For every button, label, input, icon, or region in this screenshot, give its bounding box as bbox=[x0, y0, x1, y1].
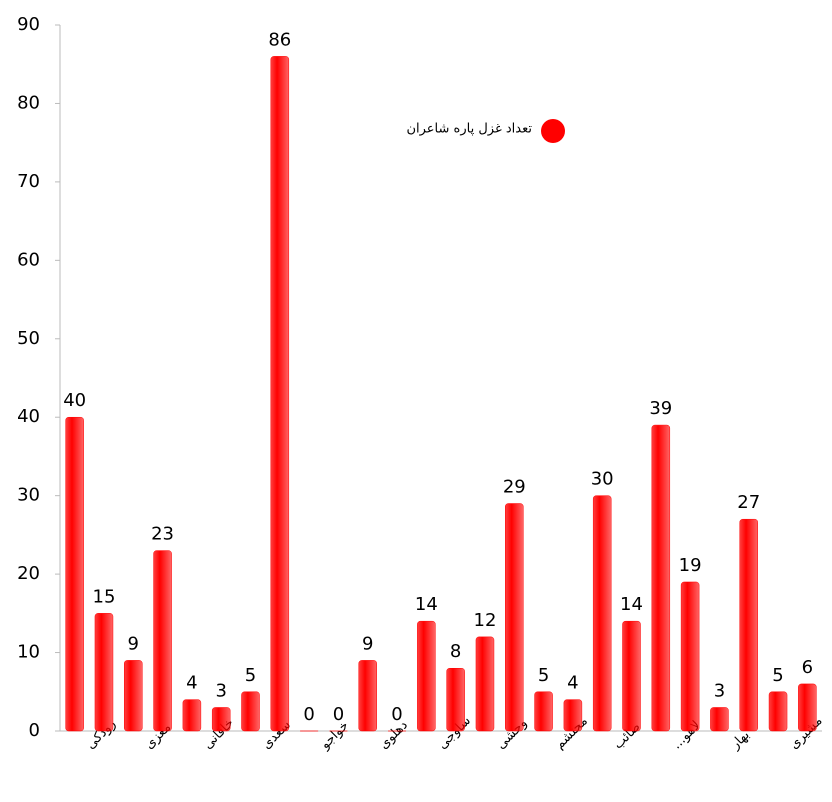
y-tick-label: 0 bbox=[29, 720, 40, 741]
data-label: 14 bbox=[415, 594, 438, 615]
bar bbox=[681, 582, 699, 731]
data-label: 86 bbox=[268, 29, 291, 50]
data-label: 29 bbox=[503, 477, 526, 498]
bar bbox=[95, 613, 113, 731]
legend-marker bbox=[541, 119, 565, 143]
bar bbox=[242, 692, 260, 731]
y-tick-label: 10 bbox=[17, 642, 40, 663]
data-label: 30 bbox=[591, 469, 614, 490]
bar bbox=[447, 668, 465, 731]
bar bbox=[740, 519, 758, 731]
bar bbox=[652, 425, 670, 731]
bar bbox=[710, 707, 728, 731]
data-label: 5 bbox=[245, 665, 256, 686]
bar bbox=[417, 621, 435, 731]
y-tick-label: 80 bbox=[17, 92, 40, 113]
data-label: 3 bbox=[714, 680, 725, 701]
bar bbox=[535, 692, 553, 731]
data-label: 19 bbox=[679, 555, 702, 576]
data-label: 15 bbox=[93, 586, 116, 607]
data-label: 23 bbox=[151, 524, 174, 545]
legend-label: تعداد غزل پاره شاعران bbox=[406, 122, 532, 137]
bar bbox=[798, 684, 816, 731]
data-label: 39 bbox=[649, 398, 672, 419]
bar bbox=[66, 417, 84, 731]
bar bbox=[359, 660, 377, 731]
y-tick-label: 90 bbox=[17, 14, 40, 35]
data-label: 6 bbox=[802, 657, 813, 678]
data-label: 0 bbox=[303, 704, 314, 725]
bar bbox=[183, 700, 201, 731]
bar bbox=[476, 637, 494, 731]
bar bbox=[271, 56, 289, 731]
y-tick-label: 60 bbox=[17, 249, 40, 270]
data-label: 5 bbox=[772, 665, 783, 686]
data-label: 5 bbox=[538, 665, 549, 686]
y-tick-label: 50 bbox=[17, 328, 40, 349]
bar bbox=[593, 496, 611, 731]
data-label: 0 bbox=[391, 704, 402, 725]
data-label: 0 bbox=[333, 704, 344, 725]
bar bbox=[769, 692, 787, 731]
y-tick-label: 30 bbox=[17, 485, 40, 506]
bar bbox=[154, 551, 172, 731]
data-label: 4 bbox=[186, 673, 197, 694]
bar bbox=[505, 504, 523, 731]
y-tick-label: 70 bbox=[17, 171, 40, 192]
bar bbox=[623, 621, 641, 731]
data-label: 12 bbox=[474, 610, 497, 631]
bar bbox=[564, 700, 582, 731]
data-label: 3 bbox=[215, 680, 226, 701]
data-label: 8 bbox=[450, 641, 461, 662]
data-label: 4 bbox=[567, 673, 578, 694]
data-label: 27 bbox=[737, 492, 760, 513]
y-tick-label: 40 bbox=[17, 406, 40, 427]
data-label: 9 bbox=[362, 633, 373, 654]
data-label: 9 bbox=[128, 633, 139, 654]
bar bbox=[124, 660, 142, 731]
chart: 0102030405060708090رودکی4015معزی923خاقان… bbox=[0, 0, 832, 802]
y-tick-label: 20 bbox=[17, 563, 40, 584]
data-label: 40 bbox=[63, 390, 86, 411]
bar bbox=[212, 707, 230, 731]
data-label: 14 bbox=[620, 594, 643, 615]
